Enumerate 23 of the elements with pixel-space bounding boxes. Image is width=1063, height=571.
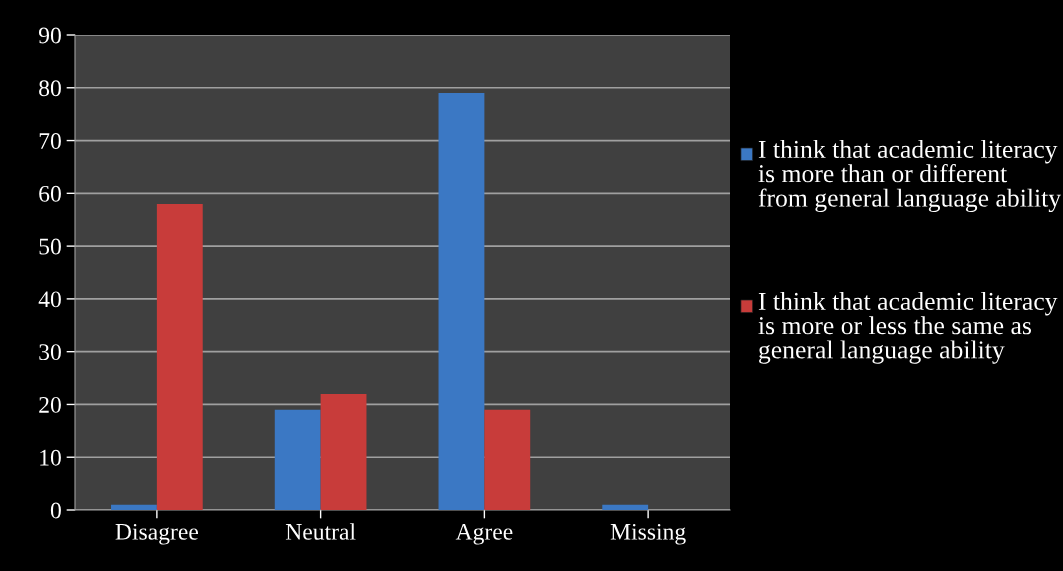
bar — [602, 504, 649, 510]
y-tick-label: 50 — [39, 238, 61, 255]
y-tick-label: 80 — [39, 80, 61, 97]
bar — [156, 203, 203, 510]
y-tick-label: 70 — [39, 133, 61, 149]
y-tick-label: 60 — [39, 185, 61, 202]
x-tick-label: Disagree — [115, 523, 199, 545]
y-tick-label: 0 — [50, 502, 61, 519]
x-tick-label: Neutral — [285, 523, 356, 540]
y-tick-label: 20 — [39, 396, 61, 413]
bar — [484, 409, 531, 510]
x-tick-label: Agree — [455, 523, 513, 545]
bar — [111, 504, 157, 510]
y-tick-label: 30 — [39, 344, 61, 361]
y-tick-label: 40 — [38, 291, 61, 308]
bar — [274, 409, 321, 510]
legend-label: I think that academic literacy is more or less the same as general language ability — [758, 292, 1058, 364]
legend-label: I think that academic literacy is more than or different from general language ability — [758, 140, 1062, 213]
bar — [320, 393, 367, 510]
x-tick-label: Missing — [610, 523, 686, 545]
y-tick-label: 90 — [38, 27, 61, 44]
y-tick-label: 10 — [40, 449, 61, 466]
bar — [438, 93, 485, 510]
